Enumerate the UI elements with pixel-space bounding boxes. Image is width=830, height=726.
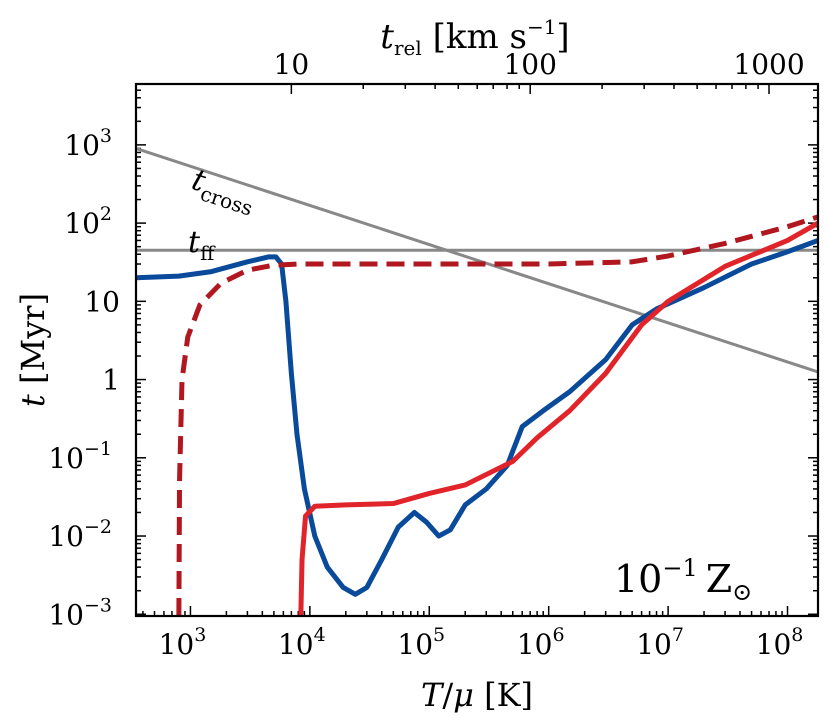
- y-tick-label: 10−1: [48, 438, 112, 475]
- top-axis-title: trel [km s−1]: [380, 15, 569, 60]
- red-cooling-curve: [298, 220, 818, 616]
- blue-cooling-curve: [136, 238, 818, 597]
- metallicity-annotation: 10−1 Z⊙: [614, 554, 752, 606]
- top-tick-label: 1000: [733, 48, 804, 81]
- y-tick-label: 10−3: [48, 594, 112, 631]
- tcross-label: tcross: [186, 162, 261, 220]
- plot-frame: [134, 82, 820, 618]
- axis-ticks: 103 104 105 106 107 108 10−3 10−2 10−1 1 10 102 103 1…: [48, 48, 818, 661]
- x-tick-label: 104: [278, 624, 326, 661]
- x-tick-label: 107: [636, 624, 684, 661]
- y-tick-label: 1: [102, 364, 120, 397]
- y-axis-title: t [Myr]: [14, 293, 52, 407]
- x-tick-label: 106: [517, 624, 565, 661]
- tcross-line: [136, 147, 818, 374]
- data-series: [136, 147, 818, 616]
- y-tick-label: 103: [64, 125, 112, 162]
- y-tick-label: 10: [84, 285, 120, 318]
- x-tick-label: 105: [397, 624, 445, 661]
- y-tick-label: 10−2: [48, 516, 112, 553]
- x-tick-label: 103: [159, 624, 207, 661]
- top-tick-label: 10: [274, 48, 310, 81]
- tff-label: tff: [188, 225, 216, 265]
- x-tick-label: 108: [756, 624, 804, 661]
- x-axis-title: T/μ [K]: [421, 676, 533, 714]
- y-tick-label: 102: [64, 203, 112, 240]
- top-tick-label: 100: [503, 48, 556, 81]
- dashed-red-curve: [176, 214, 818, 616]
